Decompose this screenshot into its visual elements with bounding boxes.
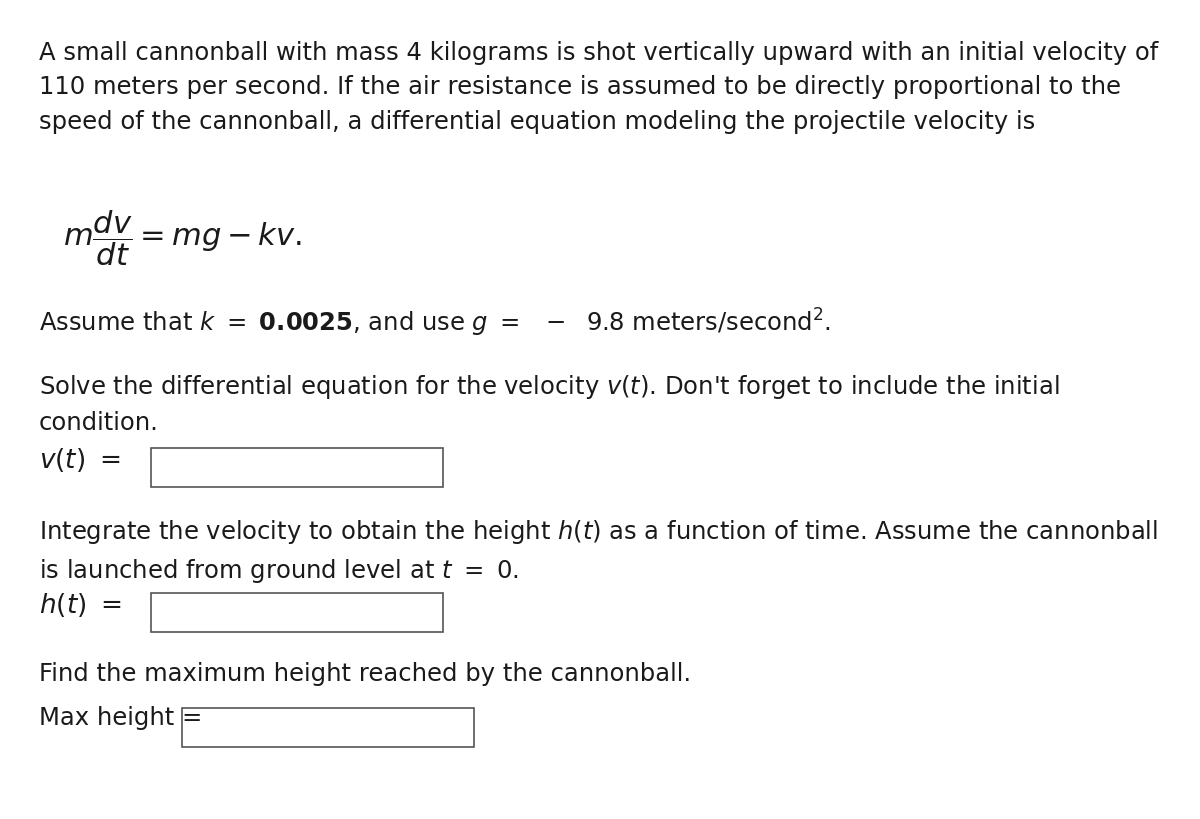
FancyBboxPatch shape <box>151 593 443 632</box>
Text: Integrate the velocity to obtain the height $h(t)$ as a function of time. Assume: Integrate the velocity to obtain the hei… <box>38 518 1158 585</box>
Text: Solve the differential equation for the velocity $v(t)$. Don't forget to include: Solve the differential equation for the … <box>38 373 1060 435</box>
Text: Max height =: Max height = <box>38 706 203 730</box>
FancyBboxPatch shape <box>151 448 443 487</box>
Text: A small cannonball with mass 4 kilograms is shot vertically upward with an initi: A small cannonball with mass 4 kilograms… <box>38 41 1158 133</box>
Text: $m\dfrac{dv}{dt} = mg - kv.$: $m\dfrac{dv}{dt} = mg - kv.$ <box>64 209 302 269</box>
Text: Assume that $k\ =\ \mathbf{0.0025}$, and use $g\ =\ \ -\ $ 9.8 meters/second$^2$: Assume that $k\ =\ \mathbf{0.0025}$, and… <box>38 307 830 339</box>
Text: $v(t)\ =$: $v(t)\ =$ <box>38 446 120 474</box>
Text: Find the maximum height reached by the cannonball.: Find the maximum height reached by the c… <box>38 662 691 686</box>
Text: $h(t)\ =$: $h(t)\ =$ <box>38 591 121 619</box>
FancyBboxPatch shape <box>182 708 474 747</box>
